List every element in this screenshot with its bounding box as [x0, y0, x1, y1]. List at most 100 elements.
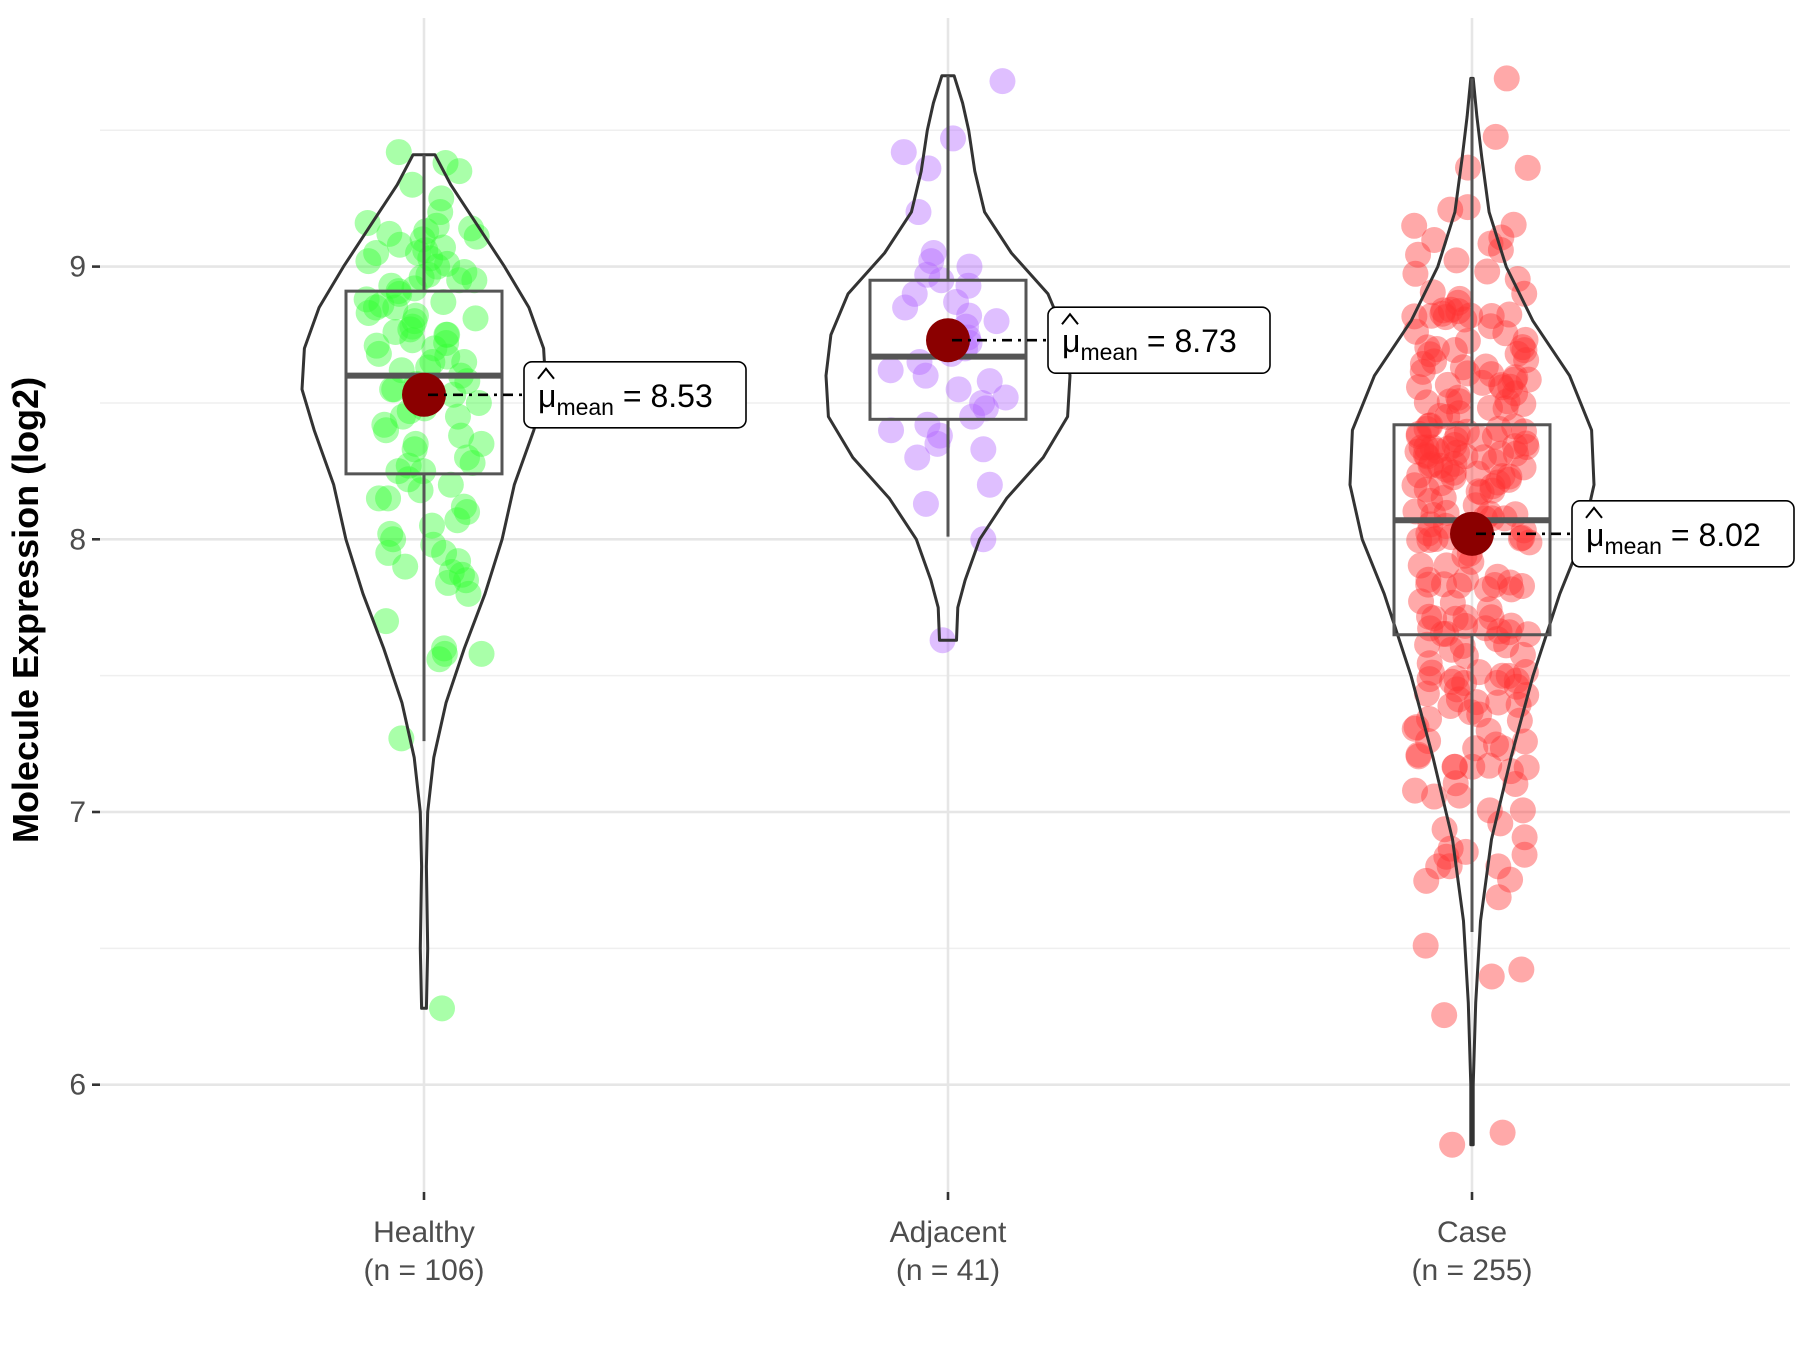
data-point: [1413, 389, 1440, 416]
data-point: [1413, 434, 1440, 461]
data-point: [1493, 65, 1520, 92]
x-tick-count-adjacent: (n = 41): [896, 1254, 1000, 1287]
data-point: [1462, 492, 1489, 519]
data-point: [1412, 932, 1439, 959]
data-point: [434, 321, 461, 348]
data-point: [1505, 691, 1532, 718]
data-point: [446, 267, 473, 294]
data-point: [1401, 212, 1428, 239]
data-point: [1441, 753, 1468, 780]
data-point: [433, 329, 460, 356]
data-point: [1445, 289, 1472, 316]
data-point: [1516, 529, 1543, 556]
data-point: [1446, 285, 1473, 312]
hat-mark: [1585, 506, 1603, 519]
data-point: [1416, 341, 1443, 368]
data-point: [1415, 520, 1442, 547]
data-point: [1481, 448, 1508, 475]
data-point: [1402, 260, 1429, 287]
data-point: [1452, 612, 1479, 639]
data-point: [1439, 668, 1466, 695]
data-point: [1423, 336, 1450, 363]
data-point: [920, 239, 947, 266]
data-point: [1510, 454, 1537, 481]
data-point: [912, 490, 939, 517]
data-point: [1502, 440, 1529, 467]
data-point: [1413, 680, 1440, 707]
data-point: [1484, 626, 1511, 653]
data-point: [462, 305, 489, 332]
data-point: [914, 411, 941, 438]
data-point: [355, 248, 382, 275]
data-point: [1403, 318, 1430, 345]
data-point: [1444, 420, 1471, 447]
data-point: [1504, 266, 1531, 293]
data-point: [878, 417, 905, 444]
data-point: [1476, 752, 1503, 779]
data-point: [1432, 304, 1459, 331]
data-point: [354, 209, 381, 236]
data-point: [969, 389, 996, 416]
data-point: [444, 403, 471, 430]
data-point: [1416, 705, 1443, 732]
data-point: [1514, 154, 1541, 181]
data-point: [1401, 472, 1428, 499]
data-point: [1492, 395, 1519, 422]
y-axis: 6 7 8 9: [69, 251, 100, 1102]
box-healthy: [344, 289, 504, 476]
data-point: [426, 646, 453, 673]
mean-labels: μmean = 8.53 μmean = 8.73 μmean = 8.02: [428, 306, 1795, 568]
data-point: [381, 376, 408, 403]
data-point: [1405, 423, 1432, 450]
data-point: [1404, 438, 1431, 465]
data-point: [365, 485, 392, 512]
data-point: [1465, 478, 1492, 505]
data-point: [434, 343, 461, 370]
data-point: [463, 223, 490, 250]
data-point: [1508, 956, 1535, 983]
data-point: [1502, 380, 1529, 407]
mean-label-box: [1047, 306, 1271, 375]
data-point: [1468, 479, 1495, 506]
data-point: [1502, 364, 1529, 391]
data-point: [1475, 717, 1502, 744]
data-point: [1454, 360, 1481, 387]
data-point: [1472, 615, 1499, 642]
data-point: [1489, 1119, 1516, 1146]
data-point: [959, 403, 986, 430]
data-point: [363, 332, 390, 359]
data-point: [1502, 770, 1529, 797]
data-point: [1458, 548, 1485, 575]
data-point: [1434, 371, 1461, 398]
data-point: [1511, 841, 1538, 868]
data-point: [363, 239, 390, 266]
data-point: [1440, 464, 1467, 491]
data-point: [1484, 469, 1511, 496]
data-point: [1511, 337, 1538, 364]
data-point: [1485, 415, 1512, 442]
data-point: [1497, 373, 1524, 400]
data-point: [437, 471, 464, 498]
mean-label-text: μmean = 8.02: [1586, 517, 1761, 559]
data-point: [382, 294, 409, 321]
data-point: [355, 299, 382, 326]
data-point: [1431, 1002, 1458, 1029]
data-point: [401, 275, 428, 302]
data-point: [448, 422, 475, 449]
data-point: [1401, 715, 1428, 742]
data-point: [956, 302, 983, 329]
data-point: [1509, 334, 1536, 361]
data-point: [1501, 366, 1528, 393]
data-point: [455, 580, 482, 607]
data-point: [399, 327, 426, 354]
data-point: [1515, 366, 1542, 393]
data-point: [363, 294, 390, 321]
data-point: [1429, 300, 1456, 327]
data-point: [1497, 866, 1524, 893]
data-point: [1441, 753, 1468, 780]
data-point: [1412, 441, 1439, 468]
data-point: [430, 289, 457, 316]
data-point: [1482, 123, 1509, 150]
data-point: [983, 308, 1010, 335]
data-point: [1439, 1131, 1466, 1158]
